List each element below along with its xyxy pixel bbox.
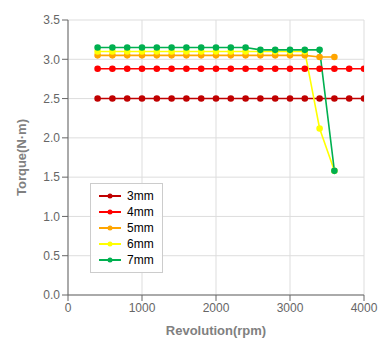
svg-text:1.5: 1.5 — [43, 170, 60, 184]
html-text:4mm: 4mm — [127, 205, 154, 219]
html-text:6mm: 6mm — [127, 237, 154, 251]
svg-text:2.0: 2.0 — [43, 131, 60, 145]
svg-text:3.5: 3.5 — [43, 13, 60, 27]
svg-text:1.0: 1.0 — [43, 210, 60, 224]
html-text:3mm: 3mm — [127, 189, 154, 203]
html-text:5mm: 5mm — [127, 221, 154, 235]
svg-text:1000: 1000 — [129, 301, 156, 315]
svg-text:2000: 2000 — [203, 301, 230, 315]
html-text:7mm: 7mm — [127, 253, 154, 267]
svg-text:Torque(N·m): Torque(N·m) — [14, 119, 29, 196]
svg-text:0.5: 0.5 — [43, 249, 60, 263]
svg-text:Revolution(rpm): Revolution(rpm) — [166, 323, 266, 338]
svg-text:0: 0 — [65, 301, 72, 315]
svg-text:3000: 3000 — [277, 301, 304, 315]
svg-text:3.0: 3.0 — [43, 53, 60, 67]
svg-text:0.0: 0.0 — [43, 288, 60, 302]
svg-text:2.5: 2.5 — [43, 92, 60, 106]
svg-text:4000: 4000 — [351, 301, 378, 315]
